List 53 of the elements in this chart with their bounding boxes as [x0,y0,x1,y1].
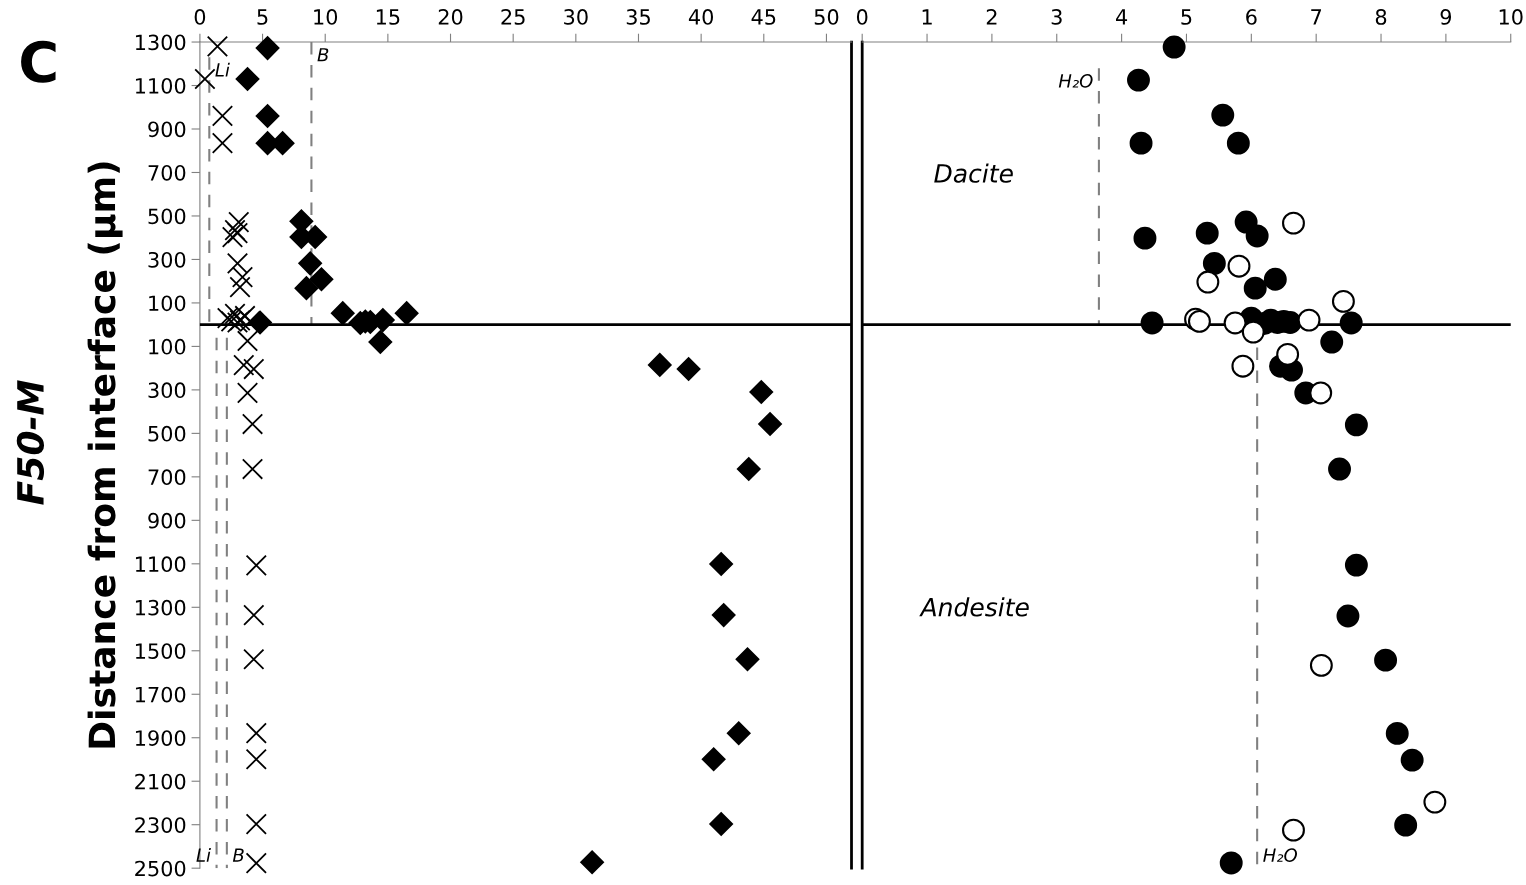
y-tick-label: 1500 [135,643,186,659]
x-tick-label: 10 [314,9,338,25]
x-tick-label: 45 [751,9,776,25]
annotation: Dacite [934,163,1013,183]
x-tick-label: 3 [1051,9,1062,25]
x-tick-label: 0 [194,9,206,25]
x-tick-label: 7 [1311,9,1322,25]
x-tick-label: 30 [564,9,588,25]
y-tick-label: 500 [148,425,186,442]
y-tick-label: 300 [148,382,186,399]
series-label: H₂O [1058,74,1093,88]
x-tick-label: 1 [922,9,932,25]
x-tick-label: 2 [986,9,997,25]
x-tick-label: 9 [1440,9,1452,25]
x-tick-label: 6 [1246,9,1257,25]
y-tick-label: 300 [148,251,186,268]
y-axis-title: Distance from interface (μm) [87,162,123,748]
x-tick-label: 35 [626,9,650,25]
y-tick-label: 900 [148,121,186,138]
x-tick-label: 4 [1116,9,1128,25]
series-label: Li [196,847,211,862]
y-tick-label: 1900 [135,730,186,746]
y-tick-label: 700 [148,164,186,181]
y-tick-label: 1300 [135,599,186,616]
y-tick-label: 900 [148,512,186,529]
x-tick-label: 20 [438,9,463,25]
y-tick-label: 2100 [135,773,186,790]
series-label: Li [215,62,230,77]
x-tick-label: 40 [688,9,714,25]
y-tick-label: 700 [148,469,186,486]
annotation: Andesite [919,597,1029,617]
series-label: B [317,48,329,62]
x-tick-label: 50 [814,9,839,25]
y-tick-label: 1100 [135,556,186,573]
text: C [21,40,56,83]
x-tick-label: 5 [1181,9,1192,25]
y-tick-label: 2300 [135,817,186,833]
x-tick-label: 5 [257,9,268,25]
x-tick-label: 10 [1499,9,1523,25]
text: F50-M [16,380,45,505]
y-tick-label: 100 [149,295,186,312]
y-tick-label: 1700 [135,686,186,703]
x-tick-label: 0 [856,9,868,25]
x-tick-label: 15 [376,9,400,25]
series-label: H₂O [1263,848,1298,862]
y-tick-label: 1300 [135,34,186,51]
y-tick-label: 100 [149,338,186,355]
series-label: B [232,848,244,862]
y-tick-label: 500 [148,208,186,225]
y-tick-label: 2500 [135,860,186,877]
x-tick-label: 25 [501,9,525,25]
x-tick-label: 8 [1375,9,1387,25]
y-tick-label: 1100 [135,77,186,94]
